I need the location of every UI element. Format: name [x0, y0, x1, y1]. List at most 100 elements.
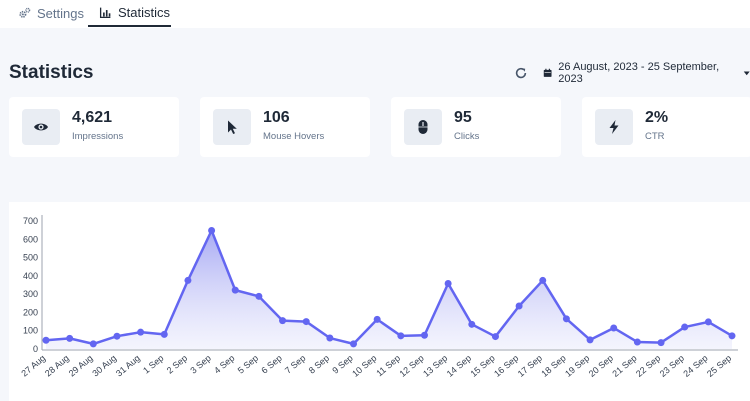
x-tick-label: 28 Aug: [43, 353, 71, 379]
stat-card-ctr: 2% CTR: [582, 97, 750, 157]
data-point: [420, 331, 428, 339]
pointer-icon: [228, 120, 237, 134]
y-tick-label: 600: [23, 234, 38, 244]
bar-chart-icon: [99, 7, 111, 19]
data-point: [468, 320, 476, 328]
data-point: [373, 315, 381, 323]
stat-card-impressions: 4,621 Impressions: [9, 97, 179, 157]
icon-box: [595, 109, 633, 145]
data-point: [231, 286, 239, 294]
tab-statistics-label: Statistics: [118, 5, 171, 20]
x-tick-label: 1 Sep: [141, 353, 165, 376]
x-tick-label: 6 Sep: [259, 353, 283, 376]
y-tick-label: 100: [23, 326, 38, 336]
x-tick-label: 24 Sep: [681, 353, 709, 379]
x-tick-label: 21 Sep: [610, 353, 638, 379]
data-point: [491, 333, 499, 341]
stat-label: CTR: [645, 131, 665, 142]
x-tick-label: 15 Sep: [468, 353, 496, 379]
x-tick-label: 29 Aug: [67, 353, 95, 379]
stat-value: 106: [263, 109, 290, 126]
data-point: [562, 315, 570, 323]
data-point: [610, 324, 618, 332]
icon-box: [22, 109, 60, 145]
data-point: [633, 338, 641, 346]
x-tick-label: 20 Sep: [587, 353, 615, 379]
refresh-icon[interactable]: [514, 66, 528, 80]
stat-label: Clicks: [454, 131, 480, 142]
data-point: [326, 334, 334, 342]
x-tick-label: 22 Sep: [634, 353, 662, 379]
calendar-icon: [543, 68, 552, 77]
y-tick-label: 200: [23, 307, 38, 317]
stat-label: Impressions: [72, 131, 124, 142]
x-tick-label: 4 Sep: [212, 353, 236, 376]
data-point: [42, 336, 50, 344]
x-tick-label: 25 Sep: [705, 353, 733, 379]
y-tick-label: 500: [23, 253, 38, 263]
x-tick-label: 30 Aug: [90, 353, 118, 379]
series-line: [45, 229, 733, 346]
chart-panel: [9, 202, 750, 401]
x-tick-label: 18 Sep: [539, 353, 567, 379]
data-point: [184, 276, 192, 284]
x-tick-label: 5 Sep: [236, 353, 260, 376]
mouse-icon: [418, 120, 428, 134]
data-point: [137, 328, 145, 336]
data-point: [89, 340, 97, 348]
data-point: [586, 336, 594, 344]
data-point: [302, 318, 310, 326]
stat-value: 2%: [645, 109, 669, 126]
x-tick-label: 3 Sep: [188, 353, 212, 376]
x-tick-label: 27 Aug: [19, 353, 47, 379]
tab-settings[interactable]: Settings: [18, 0, 84, 27]
x-tick-label: 19 Sep: [563, 353, 591, 379]
x-tick-label: 14 Sep: [445, 353, 473, 379]
x-tick-label: 10 Sep: [350, 353, 378, 379]
bolt-icon: [609, 120, 619, 134]
data-point: [704, 318, 712, 326]
data-point: [208, 227, 216, 235]
stat-card-clicks: 95 Clicks: [391, 97, 561, 157]
date-range-picker[interactable]: 26 August, 2023 - 25 September, 2023: [543, 61, 750, 85]
x-tick-label: 17 Sep: [516, 353, 544, 379]
page-title: Statistics: [9, 62, 94, 83]
data-point: [160, 330, 168, 338]
tab-statistics[interactable]: Statistics: [88, 0, 171, 27]
x-tick-label: 31 Aug: [114, 353, 142, 379]
x-tick-label: 12 Sep: [397, 353, 425, 379]
eye-icon: [34, 123, 48, 131]
y-tick-label: 0: [33, 344, 38, 354]
data-point: [350, 340, 358, 348]
series-area: [46, 230, 732, 349]
x-tick-label: 11 Sep: [374, 353, 402, 379]
data-point: [657, 339, 665, 347]
x-tick-label: 23 Sep: [658, 353, 686, 379]
date-range-label: 26 August, 2023 - 25 September, 2023: [558, 61, 720, 85]
x-tick-label: 8 Sep: [307, 353, 331, 376]
data-point: [397, 332, 405, 340]
x-tick-label: 7 Sep: [283, 353, 307, 376]
data-point: [255, 292, 263, 300]
data-point: [681, 323, 689, 331]
caret-down-icon: [743, 71, 750, 76]
data-point: [728, 332, 736, 340]
stat-label: Mouse Hovers: [263, 131, 325, 142]
x-tick-label: 2 Sep: [165, 353, 189, 376]
y-tick-label: 700: [23, 216, 38, 226]
data-point: [279, 317, 287, 325]
x-tick-label: 13 Sep: [421, 353, 449, 379]
icon-box: [404, 109, 442, 145]
x-tick-label: 16 Sep: [492, 353, 520, 379]
y-tick-label: 400: [23, 271, 38, 281]
data-point: [539, 276, 547, 284]
data-point: [66, 334, 74, 342]
y-tick-label: 300: [23, 289, 38, 299]
tab-bar: Settings Statistics: [0, 0, 750, 28]
stat-value: 95: [454, 109, 472, 126]
icon-box: [213, 109, 251, 145]
data-point: [444, 280, 452, 288]
gears-icon: [19, 7, 31, 18]
data-point: [113, 332, 121, 340]
